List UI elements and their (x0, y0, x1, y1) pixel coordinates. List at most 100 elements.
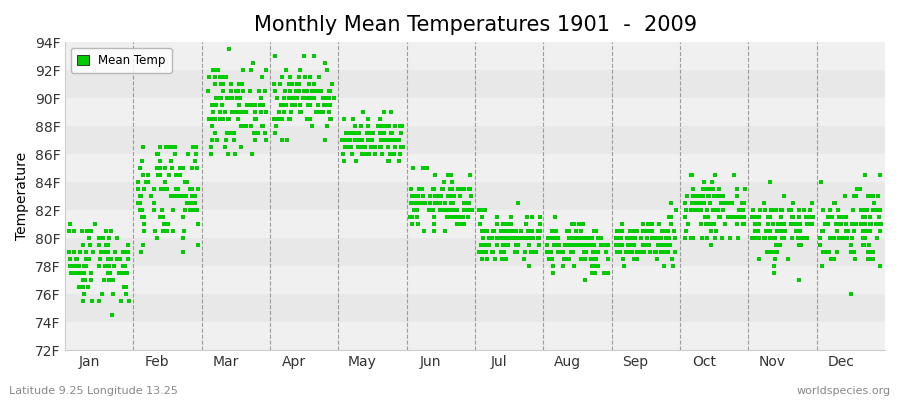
Point (544, 249, 558, 255)
Point (118, 263, 132, 269)
Point (567, 263, 581, 269)
Point (860, 249, 875, 255)
Point (84, 270, 98, 276)
Point (300, 88, 314, 94)
Point (394, 123, 409, 129)
Point (235, 81, 249, 87)
Point (530, 228, 544, 234)
Point (688, 200, 703, 206)
Point (695, 235, 709, 241)
Point (428, 214, 442, 220)
Point (240, 102, 255, 108)
Point (189, 207, 203, 213)
Point (373, 144, 387, 150)
Point (746, 207, 760, 213)
Point (67, 270, 81, 276)
Point (447, 193, 462, 199)
Bar (65, 42, 885, 70)
Point (119, 284, 133, 290)
Point (268, 88, 283, 94)
Point (173, 165, 187, 171)
Point (121, 256, 135, 262)
Point (316, 109, 330, 115)
Point (83, 242, 97, 248)
Point (428, 172, 442, 178)
Point (121, 249, 135, 255)
Point (696, 193, 710, 199)
Point (188, 193, 202, 199)
Point (792, 207, 806, 213)
Point (501, 242, 516, 248)
Point (383, 109, 398, 115)
Point (644, 235, 659, 241)
Point (417, 228, 431, 234)
Point (642, 242, 656, 248)
Point (704, 221, 718, 227)
Point (718, 221, 733, 227)
Point (551, 242, 565, 248)
Point (184, 200, 199, 206)
Point (235, 109, 249, 115)
Point (411, 186, 426, 192)
Point (497, 249, 511, 255)
Point (321, 88, 336, 94)
Point (846, 207, 860, 213)
Point (349, 158, 364, 164)
Bar (65, 182, 885, 210)
Point (176, 165, 190, 171)
Point (784, 207, 798, 213)
Point (752, 221, 767, 227)
Point (221, 46, 236, 52)
Point (445, 214, 459, 220)
Point (612, 235, 626, 241)
Point (752, 214, 767, 220)
Point (829, 221, 843, 227)
Point (476, 235, 491, 241)
Point (865, 256, 879, 262)
Point (491, 235, 505, 241)
Point (428, 200, 443, 206)
Point (389, 137, 403, 143)
Point (577, 235, 591, 241)
Point (72, 284, 86, 290)
Point (223, 130, 238, 136)
Point (202, 88, 216, 94)
Point (387, 151, 401, 157)
Bar (65, 126, 885, 154)
Point (222, 116, 237, 122)
Point (176, 235, 191, 241)
Point (253, 102, 267, 108)
Point (652, 235, 667, 241)
Point (856, 207, 870, 213)
Point (168, 193, 183, 199)
Point (748, 221, 762, 227)
Point (153, 165, 167, 171)
Point (827, 256, 842, 262)
Point (767, 235, 781, 241)
Point (134, 193, 148, 199)
Point (654, 235, 669, 241)
Point (456, 214, 471, 220)
Point (514, 235, 528, 241)
Point (412, 200, 427, 206)
Point (492, 235, 507, 241)
Point (301, 102, 315, 108)
Point (698, 221, 713, 227)
Point (737, 200, 751, 206)
Point (180, 200, 194, 206)
Point (796, 235, 810, 241)
Point (343, 144, 357, 150)
Point (764, 249, 778, 255)
Point (318, 60, 332, 66)
Point (685, 207, 699, 213)
Point (678, 214, 692, 220)
Point (102, 277, 116, 283)
Point (767, 207, 781, 213)
Point (321, 95, 336, 101)
Point (133, 207, 148, 213)
Point (845, 221, 859, 227)
Point (856, 235, 870, 241)
Point (345, 130, 359, 136)
Point (309, 88, 323, 94)
Point (143, 193, 157, 199)
